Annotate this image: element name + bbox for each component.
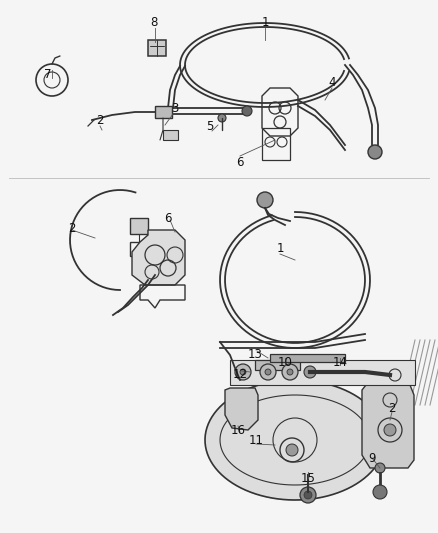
Text: 6: 6 bbox=[236, 156, 244, 168]
Circle shape bbox=[240, 369, 246, 375]
Text: 8: 8 bbox=[150, 15, 158, 28]
Text: 12: 12 bbox=[233, 368, 247, 382]
Polygon shape bbox=[148, 40, 166, 56]
Text: 10: 10 bbox=[278, 356, 293, 368]
Text: 2: 2 bbox=[388, 401, 396, 415]
Circle shape bbox=[373, 485, 387, 499]
Polygon shape bbox=[130, 218, 148, 234]
Circle shape bbox=[218, 114, 226, 122]
Text: 5: 5 bbox=[206, 120, 214, 133]
Polygon shape bbox=[163, 130, 178, 140]
Text: 4: 4 bbox=[328, 76, 336, 88]
Circle shape bbox=[384, 424, 396, 436]
Polygon shape bbox=[132, 230, 185, 285]
Text: 3: 3 bbox=[171, 101, 179, 115]
Text: 11: 11 bbox=[248, 433, 264, 447]
Circle shape bbox=[235, 364, 251, 380]
Circle shape bbox=[375, 463, 385, 473]
Text: 2: 2 bbox=[68, 222, 76, 235]
Polygon shape bbox=[255, 360, 300, 370]
Circle shape bbox=[304, 366, 316, 378]
Text: 6: 6 bbox=[164, 212, 172, 224]
Circle shape bbox=[260, 364, 276, 380]
Polygon shape bbox=[270, 354, 345, 362]
Polygon shape bbox=[362, 380, 414, 468]
Polygon shape bbox=[205, 380, 385, 500]
Polygon shape bbox=[230, 360, 415, 385]
Text: 1: 1 bbox=[276, 241, 284, 254]
Circle shape bbox=[257, 192, 273, 208]
Polygon shape bbox=[155, 106, 172, 118]
Polygon shape bbox=[225, 388, 258, 430]
Text: 16: 16 bbox=[230, 424, 246, 437]
Text: 9: 9 bbox=[368, 451, 376, 464]
Circle shape bbox=[286, 444, 298, 456]
Text: 13: 13 bbox=[247, 349, 262, 361]
Circle shape bbox=[282, 364, 298, 380]
Text: 7: 7 bbox=[44, 69, 52, 82]
Circle shape bbox=[304, 491, 312, 499]
Circle shape bbox=[300, 487, 316, 503]
Circle shape bbox=[242, 106, 252, 116]
Text: 2: 2 bbox=[96, 114, 104, 126]
Circle shape bbox=[287, 369, 293, 375]
Text: 14: 14 bbox=[332, 356, 347, 368]
Circle shape bbox=[368, 145, 382, 159]
Text: 1: 1 bbox=[261, 15, 269, 28]
Text: 15: 15 bbox=[300, 472, 315, 484]
Circle shape bbox=[265, 369, 271, 375]
